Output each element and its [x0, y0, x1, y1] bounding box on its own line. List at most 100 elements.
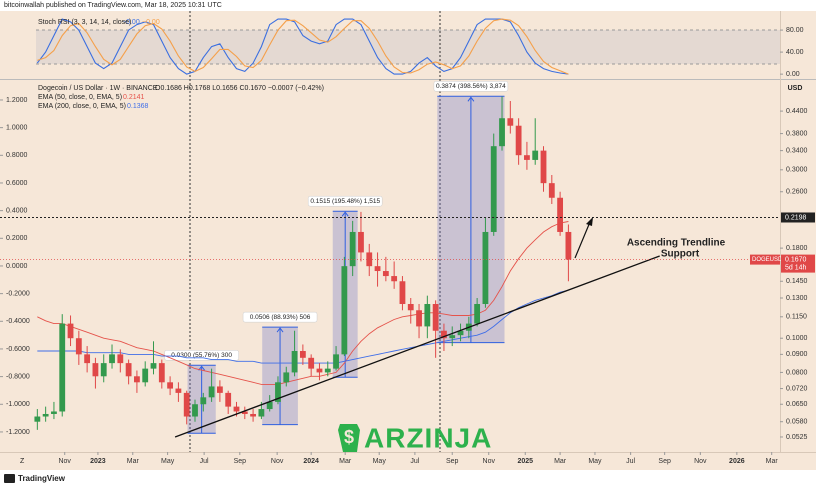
x-tick-label: Nov [694, 458, 707, 465]
candle-body [333, 354, 339, 369]
countdown: 5d 14h [785, 264, 807, 271]
x-tick-label: May [161, 458, 175, 465]
measure-arrow-head [276, 327, 284, 333]
candle-body [341, 266, 348, 355]
y2-tick-label: 0.6000 [6, 180, 28, 187]
logo-glyph: $ [344, 427, 354, 447]
y2-tick-label: -0.6000 [6, 346, 30, 353]
candle-body [299, 350, 306, 358]
y-tick-label: 0.3400 [786, 147, 808, 154]
x-tick-label: Sep [234, 458, 247, 465]
candle-body [441, 330, 447, 339]
x-tick-label: Sep [446, 458, 459, 465]
candle-body [532, 150, 539, 160]
candle-body [382, 271, 389, 277]
y-tick-label: 0.2600 [786, 189, 808, 196]
measure-label-box [307, 195, 383, 207]
candle-body [216, 386, 223, 393]
y-tick-label: 40.00 [786, 49, 804, 56]
x-tick-label: May [373, 458, 387, 465]
measure-label-box [242, 311, 318, 323]
indicator-title: Stoch RSI (3, 3, 14, 14, close) [38, 19, 131, 26]
legend-entry: EMA (50, close, 0, EMA, 5) [38, 94, 122, 101]
candle-body [457, 330, 464, 336]
y-tick-label: 0.1800 [786, 245, 808, 252]
arrow [574, 221, 591, 259]
x-tick-label: 2024 [303, 458, 319, 465]
x-tick-label: Jul [410, 458, 419, 465]
y-tick-label: 0.0650 [786, 401, 808, 408]
y2-tick-label: -0.8000 [6, 373, 30, 380]
y-tick-label: 0.1300 [786, 295, 808, 302]
candle-body [125, 363, 132, 377]
x-tick-label: 2025 [517, 458, 533, 465]
candle-body [499, 118, 505, 147]
x-tick-label: Nov [58, 458, 71, 465]
candle-body [565, 231, 572, 260]
y2-tick-label: 0.2000 [6, 235, 28, 242]
corner-label: Z [20, 458, 25, 465]
watermark: ARZINJA [364, 422, 492, 453]
brand-logo [4, 474, 15, 483]
candle-body [407, 304, 414, 311]
candle-body [266, 401, 273, 410]
x-tick-label: Jul [626, 458, 635, 465]
candle-body [75, 338, 82, 355]
x-tick-label: Mar [554, 458, 567, 465]
ohlc-legend: O0.1686 H0.1768 L0.1656 C0.1670 −0.0007 … [155, 85, 324, 92]
candle-body [59, 323, 66, 412]
trendline-label: Support [661, 249, 700, 260]
candle-body [283, 372, 290, 383]
price-tag [781, 254, 815, 273]
y2-tick-label: -0.2000 [6, 290, 30, 297]
y-tick-label: 0.1000 [786, 335, 808, 342]
measure-arrow-head [341, 211, 349, 217]
trendline-label: Ascending Trendline [627, 238, 726, 249]
candle-body [42, 413, 49, 417]
candle-body [67, 323, 74, 339]
publisher: bitcoinwallah published on TradingView.c… [4, 2, 222, 9]
y-tick-label: 0.0900 [786, 351, 808, 358]
candle-body [150, 363, 157, 369]
symbol-tag [750, 254, 780, 265]
arrow-head [586, 217, 593, 226]
candle-body [308, 357, 315, 369]
candle-body [524, 155, 530, 160]
y2-tick-label: 0.8000 [6, 152, 28, 159]
measure-arrow-head [198, 365, 206, 371]
candle-body [92, 363, 99, 377]
x-tick-label: Nov [483, 458, 496, 465]
x-tick-label: Mar [766, 458, 779, 465]
y-tick-label: 80.00 [786, 27, 804, 34]
measure-label: 0.0300 (55.76%) 300 [171, 352, 232, 359]
candle-body [241, 411, 248, 414]
candle-body [416, 310, 422, 327]
measure-label: 0.1515 (195.48%) 1,515 [310, 198, 380, 205]
measure-label: 0.3874 (398.56%) 3,874 [436, 83, 506, 90]
legend-entry: EMA (200, close, 0, EMA, 5) [38, 103, 126, 110]
candle-body [358, 231, 364, 253]
y-tick-label: 0.1450 [786, 278, 808, 285]
price-label: 0.1670 [785, 256, 807, 263]
y2-tick-label: -0.4000 [6, 318, 30, 325]
candle-body [557, 197, 564, 232]
symbol-title: Dogecoin / US Dollar · 1W · BINANCE [38, 85, 158, 92]
candle-body [432, 304, 439, 331]
candle-body [258, 409, 265, 417]
candle-body [399, 281, 406, 305]
x-tick-label: 2023 [90, 458, 106, 465]
y-tick-label: 0.3800 [786, 130, 808, 137]
x-tick-label: May [588, 458, 602, 465]
candle-body [482, 231, 489, 305]
chart-area [0, 11, 816, 470]
candle-body [34, 416, 41, 422]
watermark-logo: $ [338, 424, 360, 452]
candle-body [225, 392, 232, 407]
symbol-name: DOGEUSD [752, 257, 783, 263]
candle-body [100, 363, 107, 377]
candle-body [391, 276, 398, 282]
y-tick-label: 0.0720 [786, 385, 808, 392]
candle-body [515, 125, 522, 156]
candle-body [349, 231, 356, 267]
